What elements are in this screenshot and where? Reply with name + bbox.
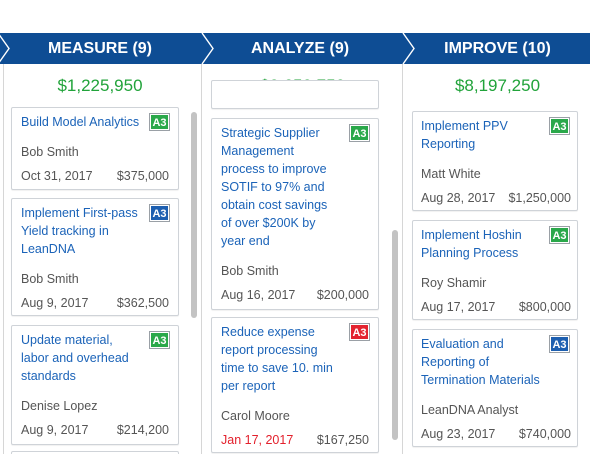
card-amount: $362,500 xyxy=(116,296,169,310)
card-date: Oct 31, 2017 xyxy=(21,169,93,183)
card-title[interactable]: Update material, labor and overhead stan… xyxy=(21,333,129,383)
project-card[interactable] xyxy=(11,451,179,454)
card-date: Aug 23, 2017 xyxy=(421,427,496,441)
card-date: Aug 9, 2017 xyxy=(21,423,89,437)
a3-badge[interactable]: A3 xyxy=(549,335,570,353)
card-date: Aug 9, 2017 xyxy=(21,296,89,310)
analyze-scrollbar[interactable] xyxy=(392,230,398,440)
project-card[interactable]: Implement PPV Reporting A3 Matt White Au… xyxy=(412,111,578,211)
card-title[interactable]: Implement PPV Reporting xyxy=(421,119,508,151)
card-owner: Denise Lopez xyxy=(21,399,98,413)
card-owner: LeanDNA Analyst xyxy=(421,403,519,417)
card-owner: Roy Shamir xyxy=(421,276,487,290)
card-date: Aug 17, 2017 xyxy=(421,300,496,314)
card-title[interactable]: Implement First-pass Yield tracking in L… xyxy=(21,206,138,256)
chevron-right-icon xyxy=(0,34,10,63)
project-card[interactable]: Update material, labor and overhead stan… xyxy=(11,325,179,445)
a3-badge[interactable]: A3 xyxy=(149,204,170,222)
a3-badge[interactable]: A3 xyxy=(349,124,370,142)
card-amount: $200,000 xyxy=(316,288,369,302)
project-card[interactable]: Implement Hoshin Planning Process A3 Roy… xyxy=(412,220,578,320)
card-owner: Bob Smith xyxy=(21,145,79,159)
card-owner: Bob Smith xyxy=(21,272,79,286)
card-amount: $214,200 xyxy=(116,423,169,437)
a3-badge[interactable]: A3 xyxy=(149,113,170,131)
project-card[interactable]: Implement First-pass Yield tracking in L… xyxy=(11,198,179,316)
card-amount: $740,000 xyxy=(518,427,571,441)
project-card[interactable] xyxy=(211,80,379,109)
measure-scrollbar[interactable] xyxy=(191,112,197,318)
project-card[interactable]: Reduce expense report processing time to… xyxy=(211,317,379,453)
card-owner: Matt White xyxy=(421,167,481,181)
card-title[interactable]: Implement Hoshin Planning Process xyxy=(421,228,522,260)
column-header-measure[interactable]: MEASURE (9) xyxy=(47,40,152,57)
column-total-improve: $8,197,250 xyxy=(454,76,541,95)
column-total-measure: $1,225,950 xyxy=(57,76,143,95)
a3-badge[interactable]: A3 xyxy=(349,323,370,341)
card-date-overdue: Jan 17, 2017 xyxy=(221,433,294,447)
a3-badge[interactable]: A3 xyxy=(549,226,570,244)
card-amount: $800,000 xyxy=(518,300,571,314)
project-card[interactable]: Evaluation and Reporting of Termination … xyxy=(412,329,578,447)
card-amount: $1,250,000 xyxy=(508,191,571,205)
project-card[interactable]: Strategic Supplier Management process to… xyxy=(211,118,379,310)
card-date: Aug 16, 2017 xyxy=(221,288,296,302)
card-amount: $167,250 xyxy=(316,433,369,447)
column-header-improve[interactable]: IMPROVE (10) xyxy=(444,40,551,57)
column-divider xyxy=(201,64,202,454)
stage-header-bar: MEASURE (9) ANALYZE (9) IMPROVE (10) xyxy=(0,33,590,64)
card-date: Aug 28, 2017 xyxy=(421,191,496,205)
project-card[interactable]: Build Model Analytics A3 Bob Smith Oct 3… xyxy=(11,107,179,190)
card-owner: Bob Smith xyxy=(221,264,279,278)
column-divider xyxy=(402,64,403,454)
card-amount: $375,000 xyxy=(116,169,169,183)
card-owner: Carol Moore xyxy=(221,409,290,423)
column-header-analyze[interactable]: ANALYZE (9) xyxy=(250,40,350,57)
card-title[interactable]: Reduce expense report processing time to… xyxy=(221,325,333,393)
chevron-right-icon xyxy=(201,33,214,64)
column-divider xyxy=(3,64,4,454)
a3-badge[interactable]: A3 xyxy=(549,117,570,135)
card-title[interactable]: Strategic Supplier Management process to… xyxy=(221,126,328,248)
card-title[interactable]: Build Model Analytics xyxy=(21,115,140,129)
chevron-right-icon xyxy=(402,33,415,64)
card-title[interactable]: Evaluation and Reporting of Termination … xyxy=(421,337,540,387)
a3-badge[interactable]: A3 xyxy=(149,331,170,349)
